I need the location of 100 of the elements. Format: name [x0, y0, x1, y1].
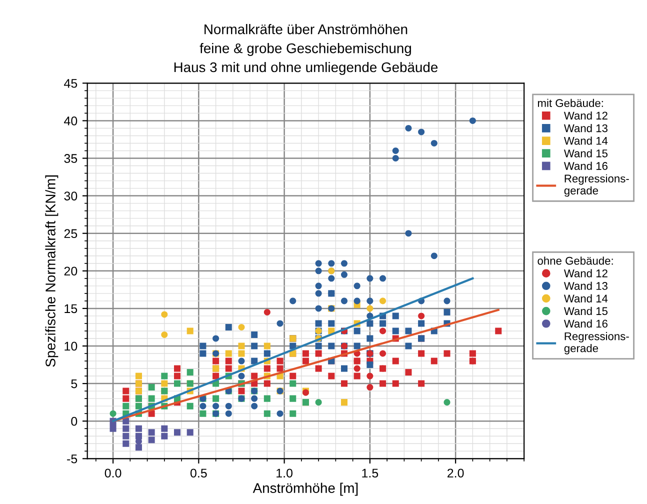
point — [238, 324, 245, 330]
legend-label: Wand 14 — [564, 294, 608, 302]
point — [225, 365, 232, 372]
point — [328, 260, 335, 267]
point — [200, 350, 206, 357]
point — [444, 399, 450, 406]
point — [340, 399, 348, 406]
point — [276, 320, 284, 327]
point — [405, 328, 412, 334]
x-axis-title: Anströmhöhe [m] — [252, 482, 358, 496]
point — [354, 282, 360, 290]
point — [302, 350, 309, 357]
point — [328, 342, 335, 350]
y-tick-label: 35 — [64, 154, 78, 163]
point — [251, 395, 258, 402]
point — [340, 298, 348, 304]
point — [135, 402, 142, 410]
point — [290, 395, 296, 402]
point — [212, 372, 220, 380]
point — [380, 380, 386, 387]
point — [251, 372, 258, 380]
point — [264, 308, 270, 316]
point — [264, 350, 270, 357]
point — [290, 298, 296, 304]
point — [264, 342, 270, 350]
x-tick-label: 0.0 — [104, 468, 122, 478]
point — [186, 369, 194, 376]
point — [200, 410, 206, 417]
point — [430, 358, 438, 364]
legend-label: Regressions- gerade — [564, 332, 629, 354]
point — [161, 425, 168, 432]
y-tick-label: 0 — [71, 416, 78, 426]
point — [264, 380, 270, 387]
point — [380, 320, 386, 327]
point — [392, 328, 399, 334]
point — [212, 335, 220, 342]
point — [290, 372, 296, 380]
point — [380, 298, 386, 304]
point — [354, 365, 360, 372]
point — [366, 305, 374, 312]
point — [122, 418, 130, 424]
point — [405, 230, 412, 237]
point — [380, 275, 386, 282]
legend-label: Wand 13 — [564, 282, 608, 290]
legend-label: Regressions- gerade — [564, 174, 629, 197]
point — [238, 358, 245, 364]
point — [430, 252, 438, 260]
chart-title: Normalkräfte über Anströmhöhen feine & grobe Geschiebemischung Haus 3 mit und ohne umliegende Gebäude — [174, 24, 438, 75]
x-tick-label: 1.0 — [276, 468, 292, 478]
point — [225, 410, 232, 417]
point — [238, 388, 245, 394]
point — [122, 425, 130, 432]
point — [161, 432, 168, 440]
point — [315, 282, 322, 290]
point — [366, 275, 374, 282]
point — [276, 365, 284, 372]
legend-label: Wand 13 — [564, 124, 608, 132]
point — [405, 369, 412, 376]
point — [315, 305, 322, 312]
point — [200, 342, 206, 350]
point — [315, 365, 322, 372]
legend-label: Wand 15 — [564, 149, 608, 158]
point — [340, 380, 348, 387]
point — [135, 425, 142, 432]
point — [315, 268, 322, 274]
point — [290, 410, 296, 417]
y-tick-label: 45 — [64, 79, 78, 88]
point — [276, 358, 284, 364]
y-tick-label: 25 — [64, 229, 78, 238]
point — [366, 335, 374, 342]
point — [135, 444, 142, 451]
point — [392, 358, 399, 364]
x-tick-label: 1.5 — [362, 468, 378, 478]
point — [366, 362, 374, 368]
x-tick-label: 2.0 — [448, 468, 464, 478]
point — [315, 290, 322, 297]
point — [354, 372, 360, 380]
y-tick-label: 10 — [64, 342, 78, 351]
point — [251, 342, 258, 350]
point — [200, 402, 206, 410]
point — [418, 380, 425, 387]
point — [225, 402, 232, 410]
point — [444, 308, 450, 316]
point — [161, 380, 168, 387]
y-axis-title: Spezifische Normalkraft [KN/m] — [45, 175, 58, 367]
y-tick-label: 20 — [64, 266, 78, 276]
legend-label: Wand 16 — [564, 319, 608, 328]
y-tick-label: 30 — [64, 192, 78, 200]
point — [315, 350, 322, 357]
point — [469, 117, 476, 124]
point — [174, 372, 181, 380]
legend-label: Wand 12 — [564, 269, 608, 278]
point — [110, 410, 116, 417]
point — [186, 429, 194, 436]
point — [380, 350, 386, 357]
point — [328, 275, 335, 282]
point — [366, 372, 374, 380]
point — [418, 128, 425, 136]
point — [315, 399, 322, 406]
point — [161, 311, 168, 318]
